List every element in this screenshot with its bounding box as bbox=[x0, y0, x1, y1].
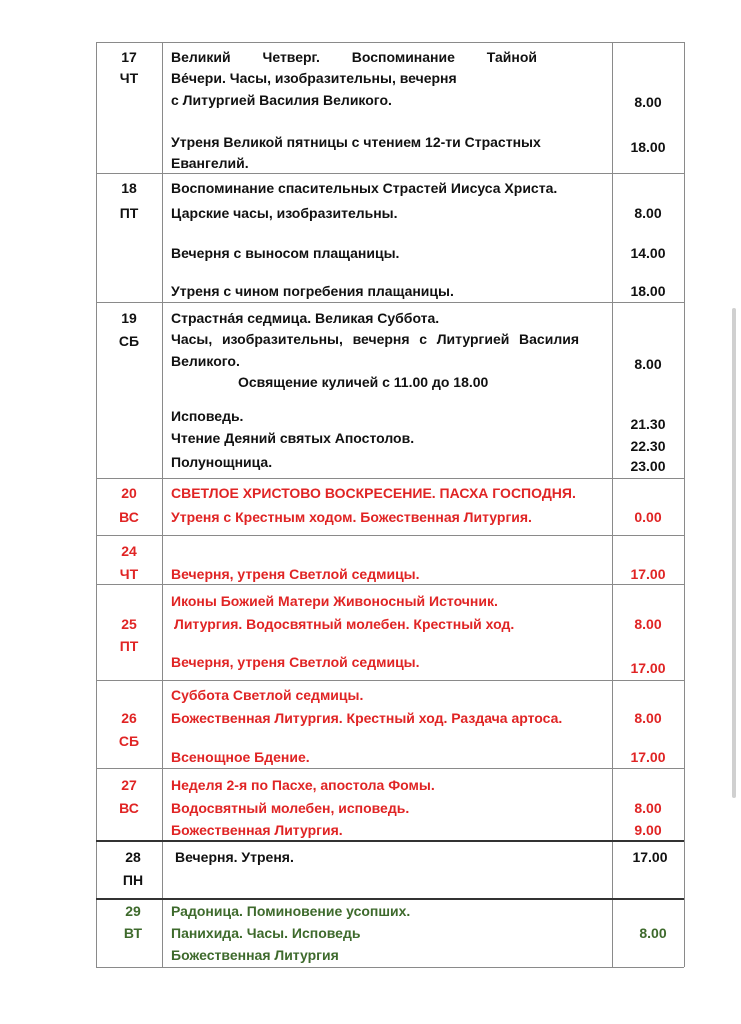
service-line: Утреня с чином погребения плащаницы. bbox=[171, 283, 454, 299]
service-line: Ве́чери. Часы, изобразительны, вечерня bbox=[171, 70, 457, 86]
service-time: 17.00 bbox=[630, 749, 666, 765]
service-time: 23.00 bbox=[630, 458, 666, 474]
day-number: 27 bbox=[121, 777, 137, 793]
service-line: Утреня Великой пятницы с чтением 12-ти С… bbox=[171, 134, 541, 150]
service-line: Исповедь. bbox=[171, 408, 244, 424]
grid-line bbox=[96, 584, 684, 585]
service-line: Всенощное Бдение. bbox=[171, 749, 310, 765]
service-line: Иконы Божией Матери Живоносный Источник. bbox=[171, 593, 498, 609]
grid-line bbox=[96, 478, 684, 479]
grid-line bbox=[162, 42, 163, 967]
service-line: Божественная Литургия. bbox=[171, 822, 343, 838]
grid-line bbox=[96, 42, 97, 967]
service-time: 18.00 bbox=[630, 283, 666, 299]
service-line: Вечерня, утреня Светлой седмицы. bbox=[171, 566, 420, 582]
weekday: СБ bbox=[118, 733, 140, 749]
service-time: 8.00 bbox=[634, 616, 662, 632]
service-line: Вечерня с выносом плащаницы. bbox=[171, 245, 400, 261]
day-number: 20 bbox=[121, 485, 137, 501]
service-time: 9.00 bbox=[634, 822, 662, 838]
service-time: 8.00 bbox=[634, 710, 662, 726]
service-time: 0.00 bbox=[634, 509, 662, 525]
grid-line bbox=[96, 680, 684, 681]
service-line: Водосвятный молебен, исповедь. bbox=[171, 800, 410, 816]
scrollbar[interactable] bbox=[732, 308, 736, 798]
service-time: 8.00 bbox=[634, 800, 662, 816]
weekday: ПТ bbox=[119, 205, 139, 221]
weekday: ВС bbox=[119, 509, 139, 525]
day-number: 19 bbox=[121, 310, 137, 326]
day-number: 17 bbox=[121, 49, 137, 65]
day-number: 18 bbox=[121, 180, 137, 196]
service-time: 21.30 bbox=[630, 416, 666, 432]
service-line: СВЕТЛОЕ ХРИСТОВО ВОСКРЕСЕНИЕ. ПАСХА ГОСП… bbox=[171, 485, 576, 501]
day-number: 26 bbox=[121, 710, 137, 726]
service-line: Вечерня, утреня Светлой седмицы. bbox=[171, 654, 420, 670]
day-number: 25 bbox=[121, 616, 137, 632]
service-line: Утреня с Крестным ходом. Божественная Ли… bbox=[171, 509, 532, 525]
grid-line bbox=[96, 898, 684, 900]
service-time: 17.00 bbox=[632, 849, 668, 865]
grid-line bbox=[96, 768, 684, 769]
service-line: с Литургией Василия Великого. bbox=[171, 92, 392, 108]
service-time: 14.00 bbox=[630, 245, 666, 261]
service-time: 8.00 bbox=[634, 205, 662, 221]
grid-line bbox=[96, 535, 684, 536]
service-line: Часы, изобразительны, вечерня с Литургие… bbox=[171, 331, 579, 347]
service-line: Царские часы, изобразительны. bbox=[171, 205, 398, 221]
service-line: Великого. bbox=[171, 353, 240, 369]
service-line: Великий Четверг. Воспоминание Тайной bbox=[171, 49, 537, 65]
service-time: 8.00 bbox=[639, 925, 667, 941]
service-time: 8.00 bbox=[634, 356, 662, 372]
service-line: Полунощница. bbox=[171, 454, 273, 470]
grid-line bbox=[96, 173, 684, 174]
weekday: ПТ bbox=[119, 638, 139, 654]
service-time: 17.00 bbox=[630, 660, 666, 676]
weekday: ПН bbox=[122, 872, 144, 888]
day-number: 29 bbox=[125, 903, 141, 919]
service-time: 8.00 bbox=[634, 94, 662, 110]
service-line: Страстна́я седмица. Великая Суббота. bbox=[171, 310, 440, 326]
service-line: Божественная Литургия bbox=[171, 947, 339, 963]
service-line: Божественная Литургия. Крестный ход. Раз… bbox=[171, 710, 563, 726]
weekday: ВС bbox=[119, 800, 139, 816]
service-line: Панихида. Часы. Исповедь bbox=[171, 925, 361, 941]
grid-line bbox=[684, 42, 685, 967]
service-line: Воспоминание спасительных Страстей Иисус… bbox=[171, 180, 558, 196]
service-line: Радоница. Поминовение усопших. bbox=[171, 903, 411, 919]
weekday: ЧТ bbox=[119, 566, 139, 582]
grid-line bbox=[96, 967, 684, 968]
service-line: Литургия. Водосвятный молебен. Крестный … bbox=[174, 616, 515, 632]
service-line: Суббота Светлой седмицы. bbox=[171, 687, 364, 703]
weekday: ВТ bbox=[123, 925, 143, 941]
service-line: Вечерня. Утреня. bbox=[175, 849, 294, 865]
service-line: Неделя 2-я по Пасхе, апостола Фомы. bbox=[171, 777, 435, 793]
day-number: 24 bbox=[121, 543, 137, 559]
grid-line bbox=[96, 42, 684, 43]
grid-line bbox=[96, 302, 684, 303]
grid-line bbox=[612, 42, 613, 967]
service-time: 18.00 bbox=[630, 139, 666, 155]
weekday: ЧТ bbox=[119, 70, 139, 86]
service-time: 17.00 bbox=[630, 566, 666, 582]
service-line: Чтение Деяний святых Апостолов. bbox=[171, 430, 415, 446]
grid-line bbox=[96, 840, 684, 842]
service-time: 22.30 bbox=[630, 438, 666, 454]
service-line: Евангелий. bbox=[171, 155, 249, 171]
kulich-blessing-note: Освящение куличей с 11.00 до 18.00 bbox=[238, 374, 489, 390]
weekday: СБ bbox=[118, 333, 140, 349]
day-number: 28 bbox=[125, 849, 141, 865]
